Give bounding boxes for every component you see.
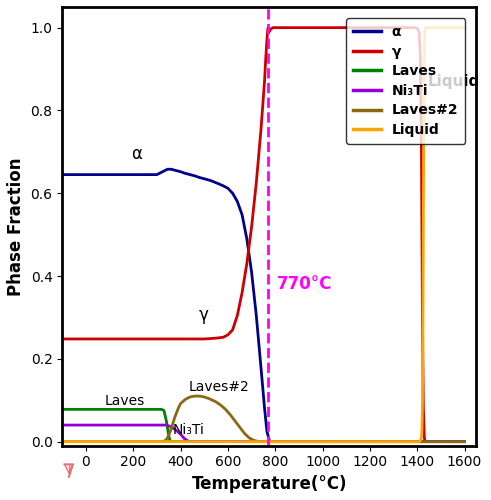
Text: Laves#2: Laves#2	[189, 380, 249, 394]
Y-axis label: Phase Fraction: Phase Fraction	[7, 157, 25, 296]
Text: α: α	[131, 145, 142, 163]
Text: Ni₃Ti: Ni₃Ti	[173, 423, 205, 437]
Legend: α, γ, Laves, Ni₃Ti, Laves#2, Liquid: α, γ, Laves, Ni₃Ti, Laves#2, Liquid	[346, 18, 465, 144]
Text: γ: γ	[198, 306, 208, 324]
Text: Laves: Laves	[105, 394, 145, 408]
X-axis label: Temperature(°C): Temperature(°C)	[191, 475, 347, 493]
Text: Liquid: Liquid	[428, 74, 480, 89]
Text: 770°C: 770°C	[276, 276, 332, 293]
